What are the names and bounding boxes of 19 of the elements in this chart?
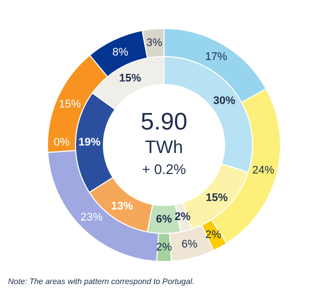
data-label: 15% (206, 192, 228, 204)
text: + 0.2% (142, 160, 186, 177)
text: 0% (54, 136, 70, 148)
data-label: 15% (119, 72, 142, 85)
data-label: 30% (213, 95, 236, 108)
text: TWh (145, 136, 183, 157)
data-label: 8% (112, 46, 129, 58)
data-label: 3% (146, 36, 163, 49)
text: 5.90 (140, 108, 188, 136)
data-label: 6% (156, 214, 172, 226)
data-label: 15% (58, 98, 82, 110)
data-label: 13% (111, 200, 134, 213)
data-label: 19% (78, 136, 101, 149)
text: Note: The areas with pattern correspond to Portugal. (8, 277, 196, 286)
data-label: 23% (80, 212, 103, 224)
data-label: 17% (205, 50, 228, 63)
data-label: 2% (174, 211, 191, 224)
data-label: 24% (252, 164, 275, 177)
data-label: 6% (182, 238, 198, 250)
